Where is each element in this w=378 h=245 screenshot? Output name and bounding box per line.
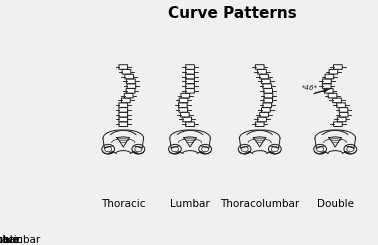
FancyBboxPatch shape xyxy=(322,79,331,84)
Text: Thoracic: Thoracic xyxy=(0,235,22,245)
FancyBboxPatch shape xyxy=(127,79,135,84)
FancyBboxPatch shape xyxy=(181,93,190,98)
FancyBboxPatch shape xyxy=(186,122,194,126)
FancyBboxPatch shape xyxy=(262,108,270,112)
FancyBboxPatch shape xyxy=(119,112,128,117)
FancyBboxPatch shape xyxy=(264,93,273,98)
Text: Double: Double xyxy=(0,235,19,245)
FancyBboxPatch shape xyxy=(124,93,133,98)
FancyBboxPatch shape xyxy=(256,65,264,69)
Text: Lumbar: Lumbar xyxy=(0,235,20,245)
FancyBboxPatch shape xyxy=(119,108,128,112)
FancyBboxPatch shape xyxy=(121,98,130,103)
FancyBboxPatch shape xyxy=(337,103,345,107)
FancyBboxPatch shape xyxy=(186,74,194,79)
Text: Lumbar: Lumbar xyxy=(170,199,210,209)
FancyBboxPatch shape xyxy=(125,74,133,79)
FancyBboxPatch shape xyxy=(186,79,194,84)
FancyBboxPatch shape xyxy=(264,98,273,103)
FancyBboxPatch shape xyxy=(329,70,338,74)
FancyBboxPatch shape xyxy=(337,117,346,122)
Text: *46*: *46* xyxy=(302,85,318,91)
FancyBboxPatch shape xyxy=(119,117,128,122)
FancyBboxPatch shape xyxy=(178,103,187,107)
FancyBboxPatch shape xyxy=(186,65,194,69)
FancyBboxPatch shape xyxy=(119,103,128,107)
FancyBboxPatch shape xyxy=(264,88,273,93)
FancyBboxPatch shape xyxy=(263,103,272,107)
FancyBboxPatch shape xyxy=(260,112,268,117)
FancyBboxPatch shape xyxy=(256,122,264,126)
FancyBboxPatch shape xyxy=(180,112,189,117)
FancyBboxPatch shape xyxy=(339,108,348,112)
FancyBboxPatch shape xyxy=(328,93,337,98)
Text: Thoracic: Thoracic xyxy=(101,199,146,209)
FancyBboxPatch shape xyxy=(183,117,192,122)
FancyBboxPatch shape xyxy=(325,74,334,79)
Text: Curve Patterns: Curve Patterns xyxy=(168,6,296,21)
FancyBboxPatch shape xyxy=(263,84,272,88)
Text: Thoracolumbar: Thoracolumbar xyxy=(0,235,40,245)
FancyBboxPatch shape xyxy=(324,88,333,93)
Text: Double: Double xyxy=(317,199,354,209)
FancyBboxPatch shape xyxy=(260,74,268,79)
FancyBboxPatch shape xyxy=(322,84,331,88)
FancyBboxPatch shape xyxy=(119,122,128,126)
FancyBboxPatch shape xyxy=(122,70,131,74)
FancyBboxPatch shape xyxy=(333,65,342,69)
FancyBboxPatch shape xyxy=(179,108,187,112)
FancyBboxPatch shape xyxy=(333,98,341,103)
FancyBboxPatch shape xyxy=(333,122,342,126)
FancyBboxPatch shape xyxy=(339,112,348,117)
FancyBboxPatch shape xyxy=(262,79,270,84)
FancyBboxPatch shape xyxy=(258,117,266,122)
FancyBboxPatch shape xyxy=(186,88,194,93)
Text: Thoracolumbar: Thoracolumbar xyxy=(220,199,299,209)
FancyBboxPatch shape xyxy=(126,88,135,93)
FancyBboxPatch shape xyxy=(119,65,128,69)
FancyBboxPatch shape xyxy=(127,84,136,88)
FancyBboxPatch shape xyxy=(186,84,194,88)
FancyBboxPatch shape xyxy=(179,98,188,103)
FancyBboxPatch shape xyxy=(186,70,194,74)
FancyBboxPatch shape xyxy=(258,70,266,74)
